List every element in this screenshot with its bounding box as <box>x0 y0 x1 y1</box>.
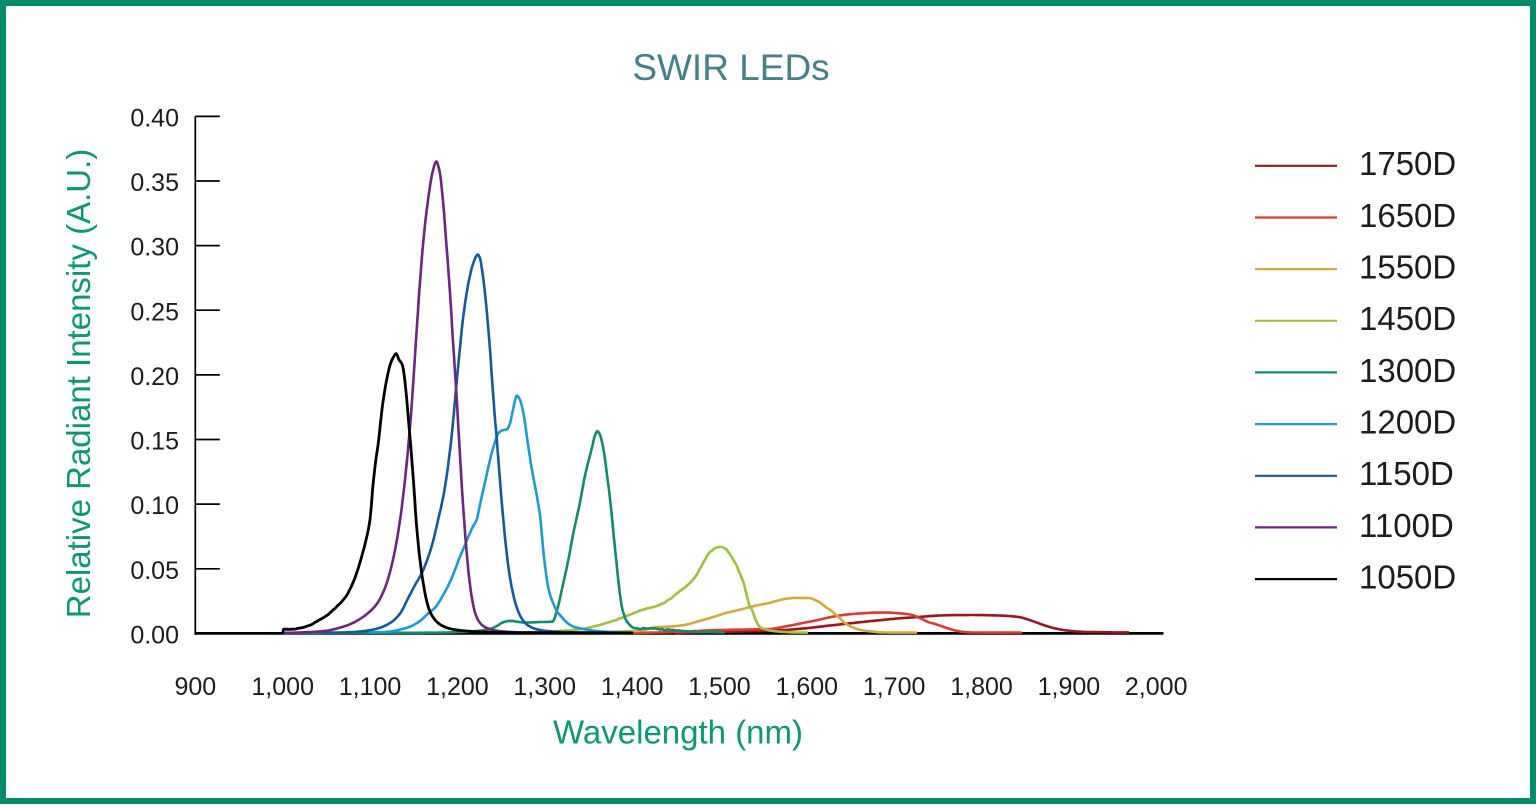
svg-text:0.10: 0.10 <box>130 492 179 520</box>
svg-text:1100D: 1100D <box>1359 507 1454 544</box>
svg-text:0.30: 0.30 <box>130 234 179 262</box>
svg-text:0.15: 0.15 <box>130 428 179 456</box>
svg-text:1050D: 1050D <box>1359 559 1456 596</box>
svg-text:2,000: 2,000 <box>1125 673 1188 701</box>
svg-text:1,300: 1,300 <box>513 673 576 701</box>
svg-text:Wavelength (nm): Wavelength (nm) <box>553 714 803 751</box>
svg-text:Relative Radiant Intensity (A.: Relative Radiant Intensity (A.U.) <box>60 149 97 619</box>
svg-text:0.20: 0.20 <box>130 363 179 391</box>
svg-text:1450D: 1450D <box>1359 300 1456 337</box>
svg-text:0.40: 0.40 <box>130 104 179 132</box>
svg-text:0.25: 0.25 <box>130 298 179 326</box>
svg-text:0.35: 0.35 <box>130 169 179 197</box>
svg-text:0.00: 0.00 <box>130 621 179 649</box>
svg-text:1,900: 1,900 <box>1038 673 1101 701</box>
svg-text:SWIR LEDs: SWIR LEDs <box>632 47 829 88</box>
svg-text:1200D: 1200D <box>1359 404 1456 441</box>
svg-text:1,500: 1,500 <box>688 673 751 701</box>
svg-text:1,000: 1,000 <box>251 673 314 701</box>
svg-text:1650D: 1650D <box>1359 197 1456 234</box>
svg-text:0.05: 0.05 <box>130 557 179 585</box>
svg-text:1750D: 1750D <box>1359 145 1456 182</box>
svg-text:1,700: 1,700 <box>863 673 926 701</box>
svg-text:1,100: 1,100 <box>339 673 402 701</box>
svg-text:1,200: 1,200 <box>426 673 489 701</box>
svg-text:1,800: 1,800 <box>950 673 1013 701</box>
svg-text:900: 900 <box>174 673 216 701</box>
svg-text:1550D: 1550D <box>1359 249 1456 286</box>
svg-text:1,400: 1,400 <box>601 673 664 701</box>
svg-text:1150D: 1150D <box>1359 455 1454 492</box>
svg-text:1300D: 1300D <box>1359 352 1456 389</box>
svg-text:1,600: 1,600 <box>776 673 839 701</box>
